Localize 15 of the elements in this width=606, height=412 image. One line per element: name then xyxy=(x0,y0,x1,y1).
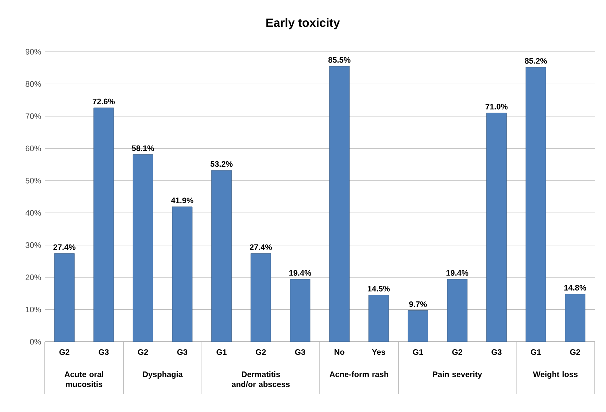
bar xyxy=(172,206,193,342)
bar xyxy=(486,113,507,342)
bar xyxy=(94,108,114,342)
bar xyxy=(250,254,272,342)
bar xyxy=(368,295,390,342)
chart-title: Early toxicity xyxy=(266,18,340,30)
bar xyxy=(565,294,586,342)
bar xyxy=(408,310,428,342)
bar xyxy=(329,66,350,342)
bar xyxy=(447,279,468,342)
bar xyxy=(290,279,311,342)
bar xyxy=(133,154,154,342)
bar xyxy=(526,67,546,342)
bar xyxy=(54,254,75,342)
bar xyxy=(212,170,232,342)
